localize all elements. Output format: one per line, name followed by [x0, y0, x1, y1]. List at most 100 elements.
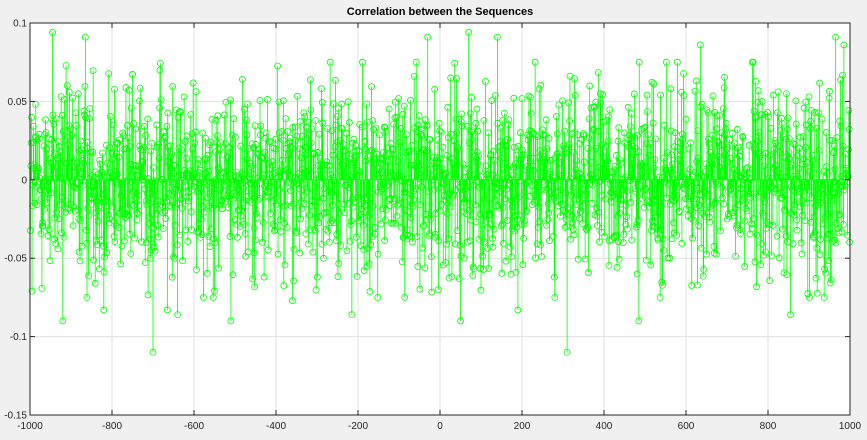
stem-marker [291, 123, 299, 131]
stem-marker [703, 250, 710, 258]
stem-marker [553, 130, 561, 138]
stem-marker [653, 212, 660, 220]
stem-marker [319, 119, 327, 127]
stem-marker [144, 115, 152, 123]
stem-marker [727, 154, 735, 162]
stem-marker [565, 140, 573, 148]
stem-marker [84, 205, 92, 213]
stem-marker [225, 204, 232, 211]
stem-marker [627, 198, 635, 206]
stem-marker [62, 62, 70, 69]
stem-marker [569, 219, 576, 227]
stem-marker [546, 168, 554, 176]
stem-marker [209, 204, 216, 212]
stem-marker [743, 165, 751, 173]
stem-marker [767, 125, 775, 132]
stem-marker [53, 208, 61, 216]
stem-marker [189, 79, 197, 87]
stem-marker [744, 164, 751, 171]
stem-marker [839, 142, 847, 150]
stem-marker [250, 249, 258, 257]
stem-marker [106, 113, 114, 120]
stem-marker [793, 216, 801, 224]
stem-marker [208, 115, 216, 123]
stem-marker [490, 147, 498, 155]
stem-marker [157, 96, 165, 104]
stem-marker [813, 289, 821, 297]
stem-marker [177, 108, 184, 116]
stem-marker [163, 122, 171, 130]
stem-marker [98, 168, 106, 176]
stem-marker [214, 112, 222, 120]
stem-marker [769, 91, 777, 99]
stem-marker [614, 238, 622, 245]
stem-marker [845, 106, 853, 114]
stem-marker [44, 232, 52, 240]
stem-marker [63, 82, 71, 89]
stem-marker [102, 142, 110, 149]
stem-marker [145, 213, 153, 221]
stem-marker [318, 85, 325, 93]
stem-marker [705, 135, 712, 143]
stem-marker [88, 172, 96, 180]
stem-marker [705, 213, 713, 221]
chart-title: Correlation between the Sequences [346, 6, 534, 18]
stem-marker [724, 143, 732, 151]
stem-marker [475, 152, 482, 160]
stem-marker [263, 96, 271, 103]
stem-marker [151, 247, 159, 255]
stem-marker [559, 97, 566, 105]
stem-marker [300, 200, 308, 208]
stem-marker [686, 165, 694, 173]
stem-marker [498, 220, 506, 228]
stem-marker [606, 106, 614, 114]
stem-marker [728, 130, 736, 137]
stem-marker [55, 215, 63, 223]
stem-marker [105, 70, 113, 78]
stem-marker [791, 201, 799, 209]
stem-marker [815, 109, 822, 117]
stem-marker [74, 206, 82, 214]
stem-marker [279, 97, 287, 105]
stem-marker [33, 201, 41, 209]
stem-marker [783, 90, 790, 98]
stem-marker [804, 290, 812, 297]
stem-marker [368, 83, 375, 90]
stem-marker [576, 140, 584, 148]
stem-marker [477, 286, 485, 294]
stem-marker [185, 193, 193, 201]
stem-marker [188, 130, 196, 138]
stem-marker [723, 158, 731, 166]
stem-marker [741, 217, 749, 225]
stem-marker [546, 237, 553, 245]
stem-marker [104, 197, 112, 205]
stem-marker [168, 150, 176, 158]
stem-marker [150, 243, 158, 251]
stem-marker [117, 260, 125, 268]
stem-marker [769, 222, 777, 229]
stem-marker [48, 136, 56, 143]
stem-marker [508, 253, 516, 261]
stem-marker [719, 194, 726, 202]
x-tick-label: -800 [102, 421, 122, 432]
stem-marker [211, 287, 218, 295]
stem-marker [45, 135, 53, 143]
stem-marker [320, 185, 328, 192]
stem-marker [348, 311, 356, 319]
stem-marker [660, 247, 668, 254]
stem-marker [81, 33, 89, 41]
stem-marker [719, 105, 727, 113]
stem-marker [514, 306, 522, 314]
stem-marker [203, 269, 211, 277]
stem-marker [252, 210, 260, 218]
stem-marker [74, 90, 82, 98]
y-tick-label: 0 [21, 175, 27, 186]
stem-marker [582, 188, 590, 196]
stem-marker [824, 169, 831, 177]
stem-marker [712, 250, 720, 258]
stem-marker [519, 261, 527, 268]
stem-marker [550, 177, 557, 185]
stem-marker [264, 246, 272, 254]
stem-marker [80, 107, 88, 115]
stem-marker [622, 220, 630, 228]
